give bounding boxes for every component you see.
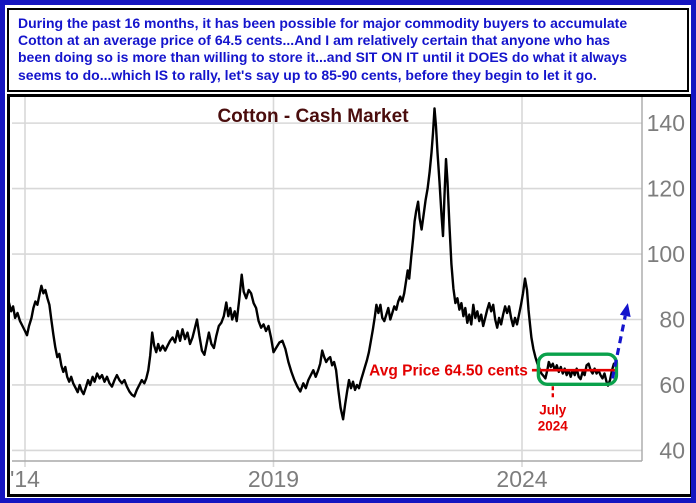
chart-svg: 40 60 80 100 120 140 '14 2019 2024 Cotton - Cash … xyxy=(7,96,685,492)
x-axis-label: '14 xyxy=(10,466,40,492)
july-2024-label: July xyxy=(539,402,567,417)
y-axis-label: 80 xyxy=(659,306,685,332)
y-axis-label: 120 xyxy=(647,175,685,201)
y-axis-label: 60 xyxy=(659,372,685,398)
price-line xyxy=(7,107,616,421)
july-2024-label: 2024 xyxy=(538,418,569,433)
y-axis-label: 140 xyxy=(647,110,685,136)
projection-arrow xyxy=(610,315,627,379)
accumulation-box xyxy=(536,352,619,386)
y-axis-label: 40 xyxy=(659,437,685,463)
price-chart: 40 60 80 100 120 140 '14 2019 2024 Cotton - Cash … xyxy=(7,93,691,497)
x-axis-label: 2019 xyxy=(248,466,299,492)
projection-arrowhead xyxy=(619,302,631,317)
y-axis-label: 100 xyxy=(647,241,685,267)
commentary-box: During the past 16 months, it has been p… xyxy=(7,8,689,92)
x-axis-label: 2024 xyxy=(496,466,547,492)
chart-title: Cotton - Cash Market xyxy=(217,106,409,127)
avg-price-label: Avg Price 64.50 cents xyxy=(369,363,528,380)
commentary-text: During the past 16 months, it has been p… xyxy=(18,15,628,83)
